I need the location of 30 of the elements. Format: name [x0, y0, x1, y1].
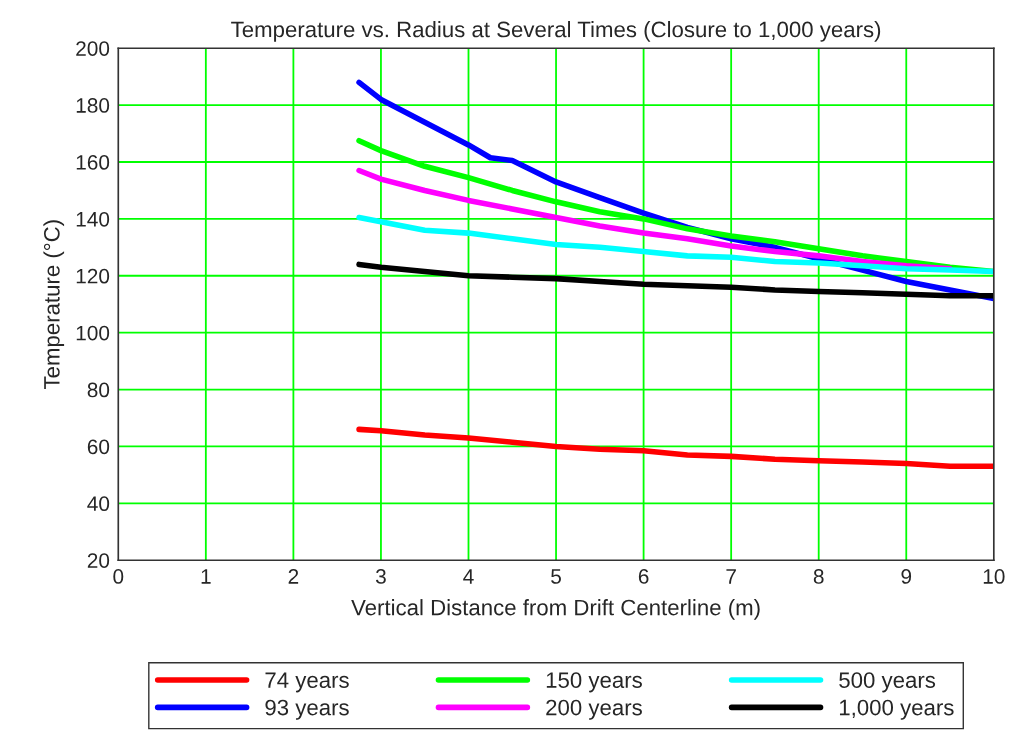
- y-axis-title: Temperature (°C): [43, 220, 65, 390]
- x-tick-label: 2: [288, 569, 299, 584]
- legend-label: 93 years: [265, 699, 349, 720]
- y-tick-label: 200: [76, 41, 110, 56]
- y-tick-label: 80: [87, 382, 110, 398]
- x-tick-label: 3: [375, 569, 386, 584]
- x-tick-label: 7: [726, 569, 736, 584]
- x-tick-label: 0: [113, 569, 124, 584]
- x-tick-label: 9: [901, 569, 912, 584]
- y-tick-label: 140: [76, 211, 110, 227]
- y-tick-label: 60: [87, 439, 110, 455]
- legend-label: 500 years: [839, 672, 936, 693]
- x-tick-label: 1: [201, 569, 211, 584]
- x-axis-title: Vertical Distance from Drift Centerline (m): [351, 599, 760, 620]
- legend-label: 150 years: [546, 672, 642, 693]
- y-tick-label: 180: [76, 98, 110, 113]
- y-tick-label: 20: [87, 553, 110, 568]
- chart-title: Temperature vs. Radius at Several Times (Closure to 1,000 years): [231, 21, 881, 42]
- y-tick-label: 160: [76, 155, 110, 170]
- x-tick-label: 8: [813, 569, 824, 584]
- legend-label: 74 years: [265, 672, 349, 693]
- x-tick-label: 6: [638, 569, 649, 584]
- legend-label: 200 years: [546, 699, 642, 720]
- x-tick-label: 5: [551, 569, 561, 584]
- x-tick-label: 4: [463, 569, 474, 584]
- y-tick-label: 100: [76, 325, 110, 341]
- y-tick-label: 120: [76, 268, 110, 284]
- legend-label: 1,000 years: [839, 699, 954, 720]
- x-tick-label: 10: [983, 569, 1005, 584]
- y-tick-label: 40: [87, 496, 110, 512]
